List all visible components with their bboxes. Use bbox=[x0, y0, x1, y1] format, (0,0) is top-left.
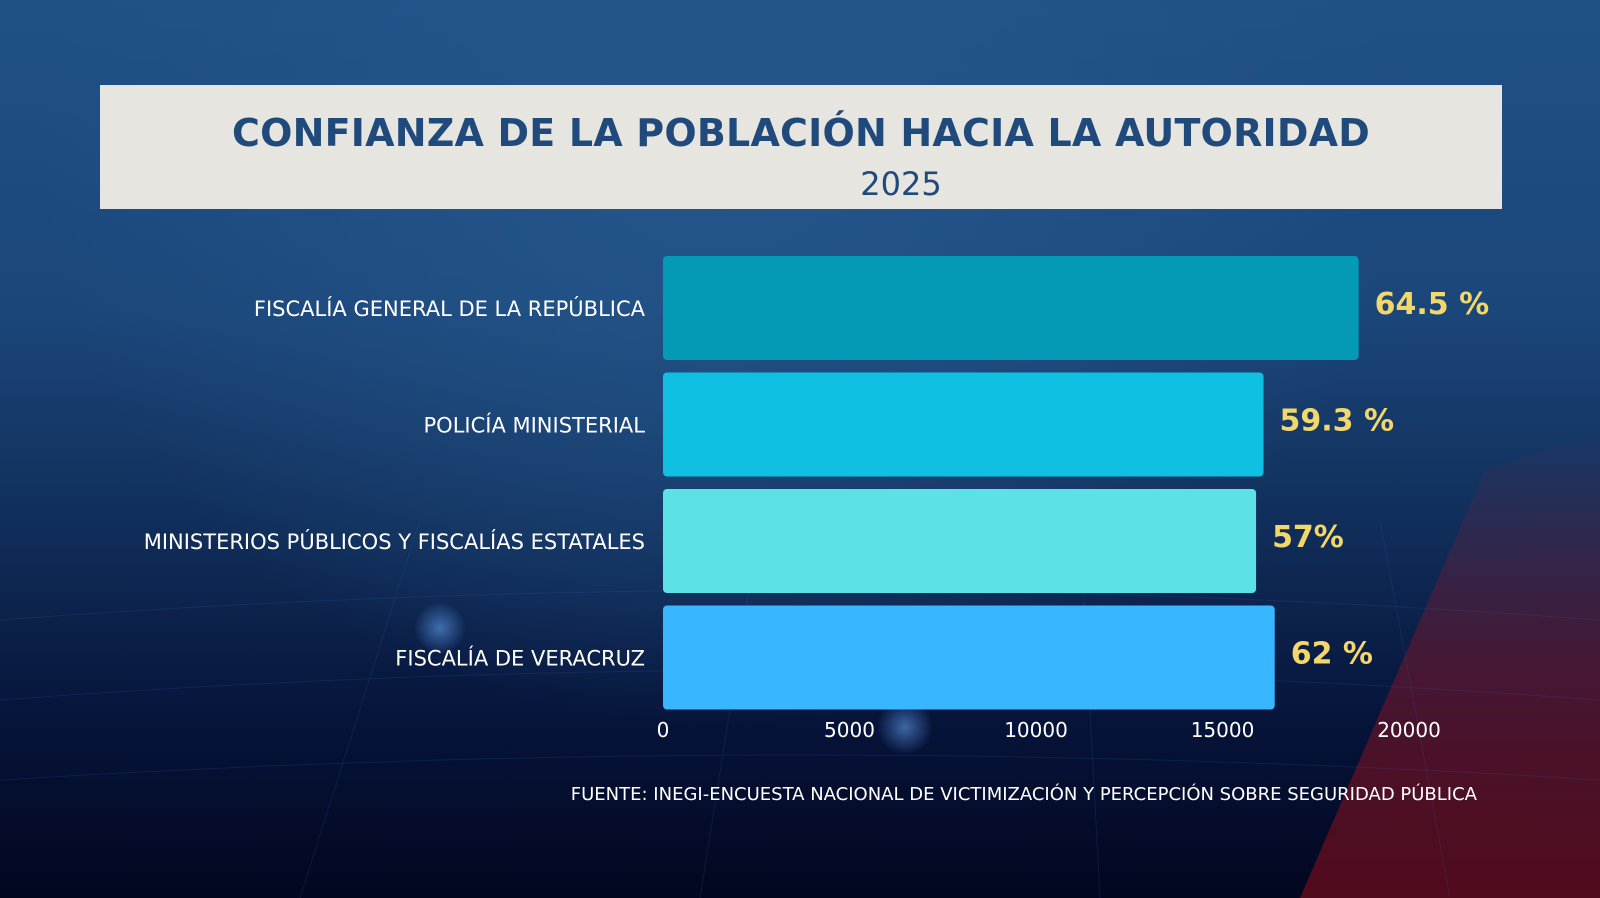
glow-dot-center bbox=[877, 699, 933, 755]
x-axis-ticks: 0 5000 10000 15000 20000 bbox=[657, 718, 1441, 742]
category-label-1: FISCALÍA GENERAL DE LA REPÚBLICA bbox=[254, 296, 646, 321]
chart-title: CONFIANZA DE LA POBLACIÓN HACIA LA AUTOR… bbox=[232, 111, 1370, 155]
labels-layer: FISCALÍA GENERAL DE LA REPÚBLICA 64.5 % PO… bbox=[144, 287, 1489, 672]
x-tick-label: 20000 bbox=[1377, 718, 1441, 742]
data-label-2: 59.3 % bbox=[1280, 404, 1395, 439]
bars-layer bbox=[663, 256, 1359, 710]
bar-3 bbox=[663, 489, 1257, 593]
x-tick-label: 0 bbox=[657, 718, 670, 742]
data-label-1: 64.5 % bbox=[1375, 287, 1490, 322]
bar-1 bbox=[663, 256, 1359, 360]
glow-dot-left bbox=[414, 602, 466, 654]
x-tick-label: 5000 bbox=[824, 718, 875, 742]
bar-4 bbox=[663, 605, 1275, 710]
bar-2 bbox=[663, 372, 1264, 477]
x-tick-label: 15000 bbox=[1191, 718, 1255, 742]
data-label-3: 57% bbox=[1272, 520, 1344, 555]
data-label-4: 62 % bbox=[1291, 637, 1373, 672]
x-tick-label: 10000 bbox=[1004, 718, 1068, 742]
category-label-4: FISCALÍA DE VERACRUZ bbox=[395, 646, 645, 671]
chart-subtitle: 2025 bbox=[860, 165, 942, 203]
category-label-2: POLICÍA MINISTERIAL bbox=[424, 413, 646, 438]
category-label-3: MINISTERIOS PÚBLICOS Y FISCALÍAS ESTATAL… bbox=[144, 529, 645, 554]
red-streak-shape bbox=[1300, 430, 1600, 898]
title-banner: CONFIANZA DE LA POBLACIÓN HACIA LA AUTOR… bbox=[100, 85, 1502, 209]
source-note: FUENTE: INEGI-ENCUESTA NACIONAL DE VICTI… bbox=[570, 784, 1477, 805]
